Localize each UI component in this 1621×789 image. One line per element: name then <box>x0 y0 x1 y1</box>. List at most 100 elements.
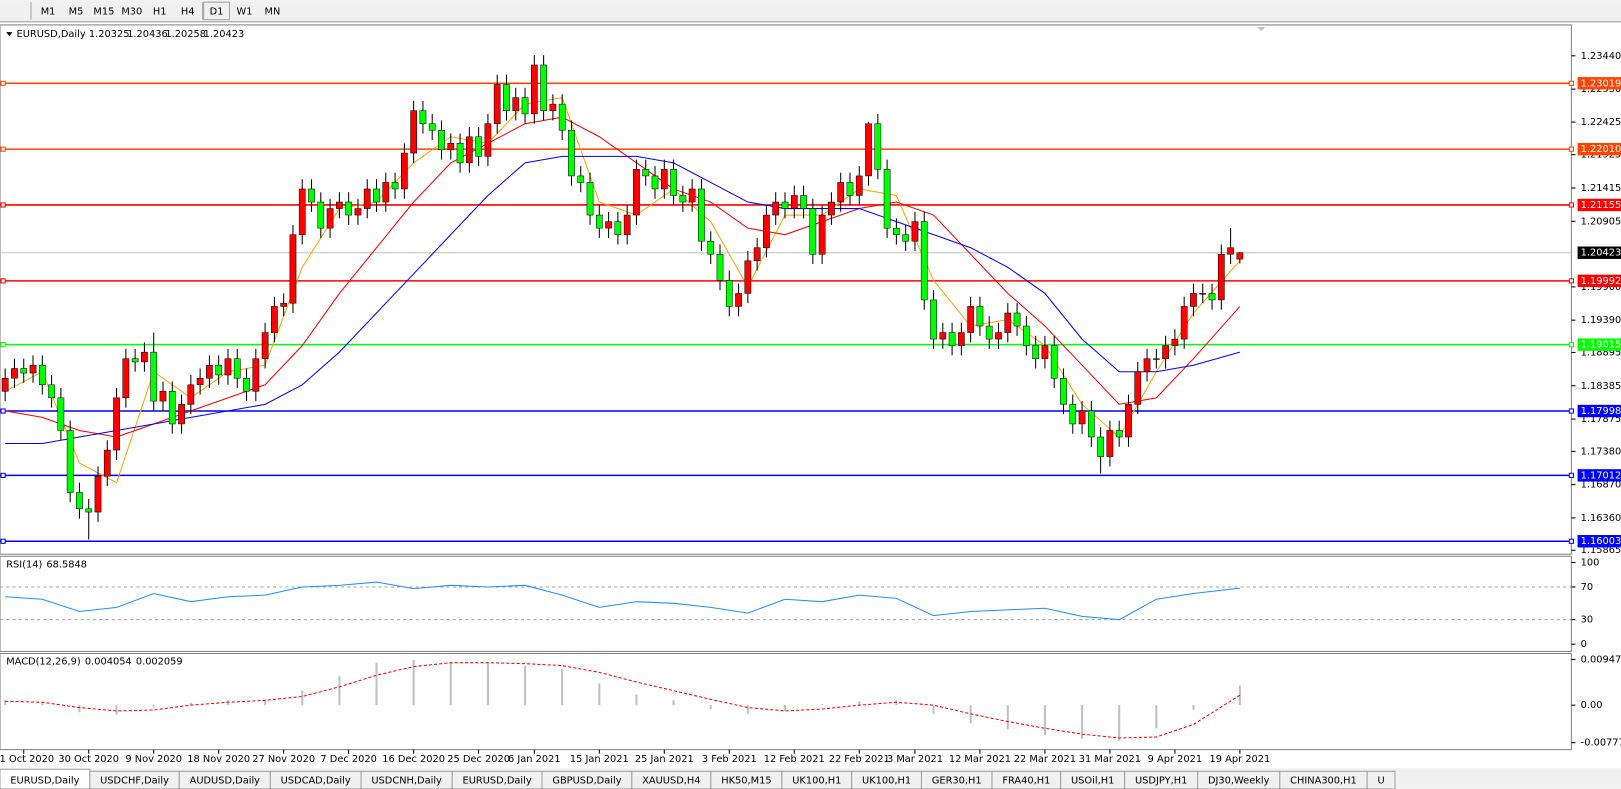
candle-body <box>577 175 585 183</box>
candle-body <box>76 492 83 510</box>
level-tag-label: 1.19015 <box>1581 340 1621 351</box>
x-tick-label: 12 Feb 2021 <box>764 754 825 765</box>
y-tick-label: 1.19390 <box>1581 315 1621 326</box>
level-handle <box>1568 408 1574 414</box>
level-tag <box>1577 77 1621 90</box>
timeframe-button[interactable] <box>203 1 231 21</box>
candle-body <box>1143 358 1151 372</box>
level-tag <box>1577 404 1621 418</box>
candle-body <box>735 293 742 307</box>
x-tick-label: 9 Apr 2021 <box>1148 754 1202 765</box>
level-handle <box>0 538 6 544</box>
y-tick-label: -0.007778 <box>1581 738 1621 749</box>
level-tag-label: 1.23019 <box>1581 78 1621 89</box>
candle-body <box>215 364 223 376</box>
timeframe-button[interactable] <box>174 2 201 20</box>
x-tick-label: 12 Mar 2021 <box>949 754 1011 765</box>
timeframe-label: M5 <box>69 6 84 17</box>
candle-body <box>911 221 919 242</box>
level-handle <box>0 80 6 86</box>
timeframe-button[interactable] <box>231 2 258 20</box>
candle-body <box>168 391 176 425</box>
x-tick-label: 27 Nov 2020 <box>252 754 315 765</box>
candle-body <box>261 332 269 359</box>
candle-body <box>1115 430 1123 438</box>
x-tick-label: 22 Feb 2021 <box>829 754 890 765</box>
macd-bar <box>189 702 192 706</box>
level-handle <box>0 146 6 152</box>
candle-body <box>605 221 612 229</box>
x-tick-label: 6 Jan 2021 <box>508 754 561 765</box>
macd-bar <box>1043 705 1046 736</box>
level-handle <box>1568 538 1574 544</box>
candle-body <box>271 306 278 333</box>
tab-label: USDCAD,Daily <box>281 776 351 787</box>
level-tag <box>1577 274 1621 288</box>
y-tick-label: 1.16360 <box>1581 513 1621 524</box>
candle-body <box>874 123 882 170</box>
candle-body <box>391 182 399 190</box>
candle-body <box>558 103 566 131</box>
price-panel <box>0 24 1572 555</box>
candle-body <box>1004 312 1012 333</box>
level-handle <box>0 278 6 284</box>
timeframe-label: H4 <box>181 6 195 17</box>
candle-body <box>354 208 362 216</box>
macd-bar <box>152 705 155 708</box>
candle-body <box>865 123 872 177</box>
timeframe-button[interactable] <box>118 2 145 20</box>
candle-body <box>48 384 55 399</box>
candle-body <box>660 169 668 190</box>
candle-body <box>85 508 93 513</box>
timeframe-button[interactable] <box>90 2 117 20</box>
candle-body <box>586 182 594 216</box>
candle-body <box>252 358 260 392</box>
candle-body <box>196 378 204 386</box>
candle-body <box>456 143 464 164</box>
candle-body <box>308 188 315 203</box>
y-tick-label: 1.17380 <box>1581 446 1621 457</box>
candle-body <box>29 364 37 374</box>
candle-body <box>1041 345 1049 359</box>
candle-body <box>893 227 900 235</box>
level-tag <box>1577 535 1621 548</box>
timeframe-button[interactable] <box>63 2 89 20</box>
level-handle <box>1568 278 1574 284</box>
timeframe-button[interactable] <box>35 2 61 20</box>
timeframe-label: M15 <box>93 6 114 17</box>
macd-bar <box>635 694 638 706</box>
candle-body <box>141 351 148 363</box>
candle-body <box>846 182 854 196</box>
candle-body <box>113 397 120 451</box>
macd-bar <box>858 701 861 706</box>
candle-body <box>11 368 18 379</box>
x-tick-label: 7 Dec 2020 <box>320 754 376 765</box>
candle-body <box>828 201 835 216</box>
candle-body <box>1162 345 1169 359</box>
candle-body <box>94 475 102 513</box>
candle-body <box>1106 430 1114 457</box>
candle-body <box>837 182 845 203</box>
candle-body <box>1087 410 1095 438</box>
candle-body <box>493 84 501 124</box>
candle-body <box>763 214 770 248</box>
candle-body <box>438 129 445 151</box>
y-tick-label: 1.16870 <box>1581 480 1621 491</box>
candle-body <box>1199 293 1207 295</box>
candle-body <box>883 169 891 229</box>
ohlc-value: 1.20325 <box>89 29 130 40</box>
tab-label: USDJPY,H1 <box>1135 776 1187 787</box>
level-handle <box>0 408 6 414</box>
timeframe-button[interactable] <box>259 2 286 20</box>
timeframe-button[interactable] <box>146 2 173 20</box>
level-tag-label: 1.17998 <box>1581 406 1621 417</box>
macd-bar <box>1006 705 1009 730</box>
level-tag <box>1577 142 1621 156</box>
candle-body <box>345 201 353 216</box>
level-handle <box>0 202 6 208</box>
candle-body <box>772 201 780 216</box>
candle-body <box>243 378 250 392</box>
candle-body <box>131 358 139 363</box>
candle-body <box>401 152 408 190</box>
